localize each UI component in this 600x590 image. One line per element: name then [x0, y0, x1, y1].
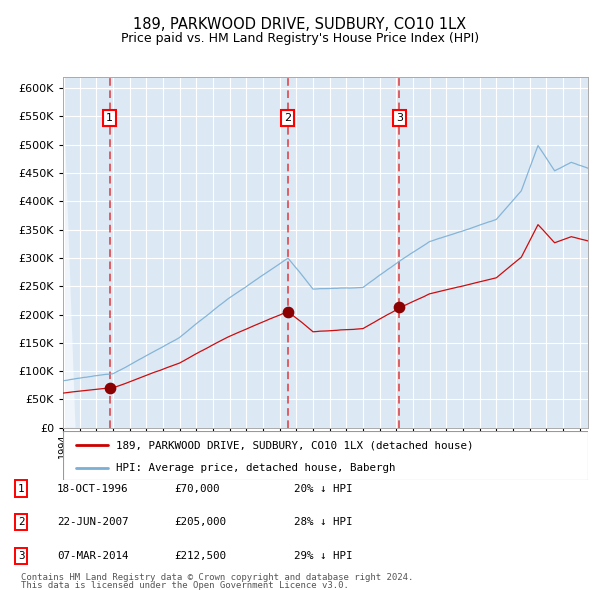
FancyBboxPatch shape [63, 431, 588, 480]
Text: 20% ↓ HPI: 20% ↓ HPI [294, 484, 353, 493]
Text: This data is licensed under the Open Government Licence v3.0.: This data is licensed under the Open Gov… [21, 581, 349, 590]
Text: Price paid vs. HM Land Registry's House Price Index (HPI): Price paid vs. HM Land Registry's House … [121, 32, 479, 45]
Text: 1: 1 [18, 484, 24, 493]
Point [395, 303, 404, 312]
Text: 28% ↓ HPI: 28% ↓ HPI [294, 517, 353, 527]
Text: 2: 2 [284, 113, 291, 123]
Text: 3: 3 [18, 551, 24, 560]
Text: 189, PARKWOOD DRIVE, SUDBURY, CO10 1LX: 189, PARKWOOD DRIVE, SUDBURY, CO10 1LX [133, 17, 467, 32]
Text: Contains HM Land Registry data © Crown copyright and database right 2024.: Contains HM Land Registry data © Crown c… [21, 572, 413, 582]
Text: HPI: Average price, detached house, Babergh: HPI: Average price, detached house, Babe… [115, 463, 395, 473]
Text: £205,000: £205,000 [174, 517, 226, 527]
Polygon shape [63, 77, 76, 428]
Point [105, 384, 115, 393]
Text: £212,500: £212,500 [174, 551, 226, 560]
Point [283, 307, 292, 316]
Text: 189, PARKWOOD DRIVE, SUDBURY, CO10 1LX (detached house): 189, PARKWOOD DRIVE, SUDBURY, CO10 1LX (… [115, 440, 473, 450]
Text: 3: 3 [396, 113, 403, 123]
Text: 18-OCT-1996: 18-OCT-1996 [57, 484, 128, 493]
Text: 22-JUN-2007: 22-JUN-2007 [57, 517, 128, 527]
Text: £70,000: £70,000 [174, 484, 220, 493]
Text: 1: 1 [106, 113, 113, 123]
Text: 07-MAR-2014: 07-MAR-2014 [57, 551, 128, 560]
Text: 2: 2 [18, 517, 24, 527]
Text: 29% ↓ HPI: 29% ↓ HPI [294, 551, 353, 560]
